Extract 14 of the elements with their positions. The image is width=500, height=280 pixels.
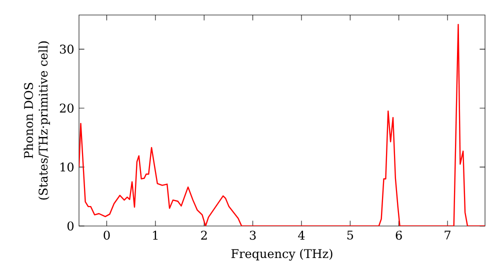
- x-tick-label: 4: [298, 230, 305, 240]
- y-tick-label: 30: [60, 44, 74, 54]
- x-tick-label: 7: [444, 230, 450, 240]
- x-tick-label: 0: [104, 230, 110, 240]
- y-axis-title: Phonon DOS (States/THz·primitive cell): [24, 41, 50, 200]
- x-tick-label: 1: [153, 230, 158, 240]
- x-tick-label: 5: [347, 230, 354, 240]
- y-tick-label: 0: [67, 221, 74, 231]
- x-tick-label: 6: [396, 230, 402, 240]
- y-tick-label: 20: [60, 104, 74, 113]
- x-axis-title: Frequency (THz): [231, 248, 332, 261]
- x-tick-label: 3: [250, 230, 256, 240]
- x-tick-label: 2: [201, 230, 207, 240]
- y-tick-label: 10: [60, 162, 74, 172]
